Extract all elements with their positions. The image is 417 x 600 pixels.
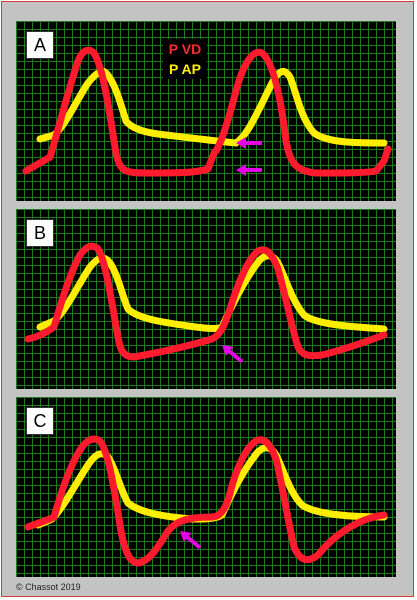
pap-curve-b	[36, 252, 388, 333]
panel-a: A P VD P AP	[16, 21, 396, 201]
panel-b-waveforms	[24, 242, 388, 364]
pvd-curve-c	[24, 435, 388, 567]
panel-c-waveforms	[24, 435, 388, 567]
arrow-a2	[236, 164, 262, 176]
legend-pvd: P VD	[168, 41, 202, 57]
copyright-text: © Chassot 2019	[16, 582, 81, 592]
panel-a-waveforms	[22, 46, 392, 177]
pvd-curve-b	[24, 242, 388, 361]
pvd-curve-a	[22, 46, 392, 177]
panel-c-label: C	[26, 407, 54, 435]
panel-a-label: A	[26, 31, 54, 59]
arrow-a1	[236, 137, 262, 149]
pap-curve-c	[34, 444, 388, 529]
legend-pap: P AP	[169, 61, 201, 77]
pap-curve-a	[36, 68, 388, 147]
panel-c: C	[16, 397, 396, 577]
legend: P VD P AP	[163, 39, 207, 79]
panel-b: B	[16, 209, 396, 389]
arrow-c	[180, 531, 202, 550]
arrow-b	[222, 345, 244, 364]
panel-b-label: B	[26, 219, 54, 247]
